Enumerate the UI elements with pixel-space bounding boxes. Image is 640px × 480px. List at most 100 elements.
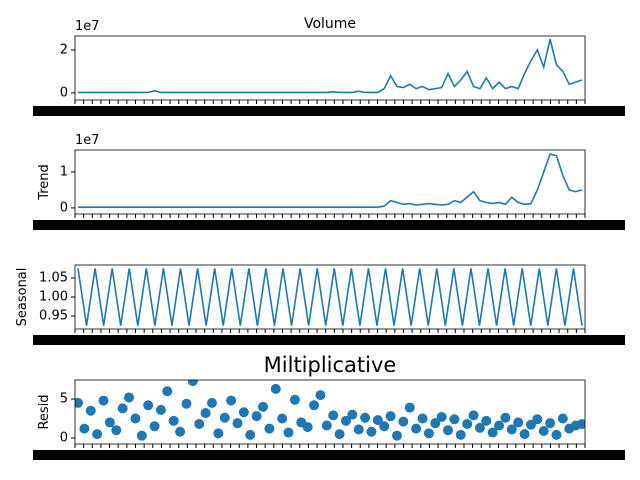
resid-point [379, 421, 390, 432]
resid-point [321, 420, 332, 431]
plot-area [78, 152, 583, 208]
resid-point [366, 426, 377, 437]
offset-label: 1e7 [75, 133, 100, 148]
axes-frame [74, 264, 586, 330]
resid-point [270, 383, 281, 394]
resid-point [519, 429, 530, 440]
y-tick-label: 0 [60, 430, 68, 445]
plot-area [75, 380, 585, 441]
resid-point [436, 411, 447, 422]
subplot-title: Volume [304, 16, 356, 32]
resid-point [251, 411, 262, 422]
resid-point [130, 413, 141, 424]
resid-point [277, 413, 288, 424]
x-tick-label-smear [33, 450, 625, 460]
resid-point [411, 423, 422, 434]
resid-point [124, 392, 135, 403]
y-tick-label: 2 [60, 42, 68, 57]
resid-point [481, 415, 492, 426]
resid-point [104, 417, 115, 428]
resid-point [430, 418, 441, 429]
resid-point [289, 394, 300, 405]
resid-point [532, 414, 543, 425]
resid-point [117, 403, 128, 414]
resid-point [347, 409, 358, 420]
resid-point [315, 390, 326, 401]
resid-point [513, 417, 524, 428]
series-line [78, 152, 583, 208]
y-tick-label: 5 [60, 392, 68, 407]
y-tick-label: 1 [60, 164, 68, 179]
resid-point [149, 421, 160, 432]
y-tick-label: 1.00 [39, 290, 68, 305]
axes-frame [74, 35, 586, 101]
plot-area [78, 39, 583, 94]
resid-point [449, 414, 460, 425]
resid-point [219, 412, 230, 423]
resid-point [143, 400, 154, 411]
resid-point [92, 429, 103, 440]
offset-label: 1e7 [75, 19, 100, 34]
resid-point [213, 428, 224, 439]
x-tick-label-smear [33, 335, 625, 345]
y-axis-label: Seasonal [15, 268, 30, 327]
plot-area [77, 268, 583, 326]
resid-point [85, 405, 96, 416]
resid-point [443, 425, 454, 436]
y-tick-label: 0.95 [39, 309, 68, 324]
series-line [78, 39, 583, 94]
resid-point [577, 418, 585, 429]
resid-point [391, 430, 402, 441]
resid-point [423, 428, 434, 439]
axes-frame [74, 149, 586, 215]
resid-point [111, 425, 122, 436]
resid-point [398, 416, 409, 427]
resid-point [245, 429, 256, 440]
resid-point [75, 397, 83, 408]
resid-point [538, 425, 549, 436]
resid-point [334, 429, 345, 440]
resid-point [175, 426, 186, 437]
resid-point [258, 401, 269, 412]
resid-point [155, 404, 166, 415]
resid-point [545, 418, 556, 429]
resid-point [551, 429, 562, 440]
y-axis-label: Trend [37, 164, 52, 201]
resid-point [360, 412, 371, 423]
resid-point [468, 410, 479, 421]
resid-point [474, 422, 485, 433]
resid-point [79, 423, 90, 434]
resid-point [557, 413, 568, 424]
resid-point [404, 402, 415, 413]
y-tick-label: 1.05 [39, 270, 68, 285]
resid-point [238, 407, 249, 418]
resid-point [136, 430, 147, 441]
resid-point [187, 380, 198, 387]
resid-point [500, 412, 511, 423]
y-axis-label: Resid [37, 394, 52, 429]
resid-point [462, 418, 473, 429]
y-tick-label: 0 [60, 85, 68, 100]
resid-point [309, 400, 320, 411]
axes-frame [74, 379, 586, 445]
resid-point [206, 397, 217, 408]
resid-point [353, 424, 364, 435]
resid-point [98, 395, 109, 406]
resid-point [385, 411, 396, 422]
resid-point [200, 408, 211, 419]
y-tick-label: 0 [60, 200, 68, 215]
resid-point [372, 415, 383, 426]
x-tick-label-smear [33, 220, 625, 230]
resid-point [302, 422, 313, 433]
resid-point [340, 415, 351, 426]
resid-point [232, 418, 243, 429]
resid-point [168, 415, 179, 426]
resid-point [455, 429, 466, 440]
resid-point [181, 398, 192, 409]
resid-point [194, 418, 205, 429]
resid-point [162, 386, 173, 397]
resid-point [226, 395, 237, 406]
resid-point [487, 427, 498, 438]
series-line [77, 268, 583, 326]
